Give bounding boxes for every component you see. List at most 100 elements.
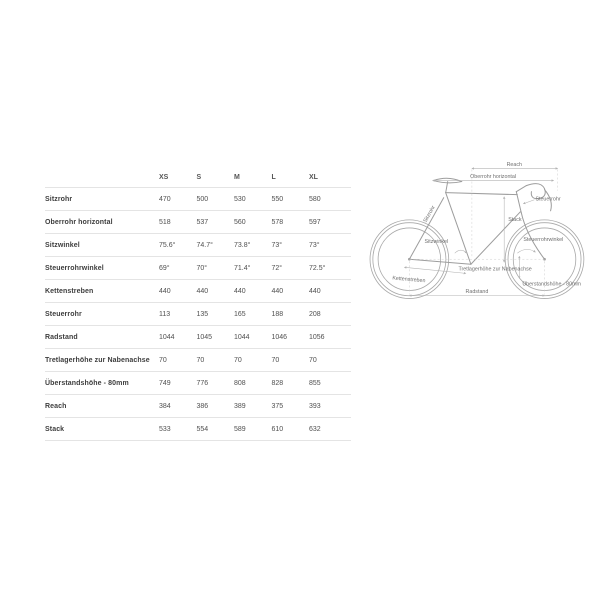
geometry-value: 393 [309, 402, 321, 410]
geometry-value: 530 [234, 195, 246, 203]
geometry-value: 632 [309, 425, 321, 433]
geometry-table: XS S M L XL Sitzrohr 470 500 530 550 580 Oberrohr … [45, 168, 351, 441]
geometry-value: 72° [271, 264, 283, 272]
row-label: Oberrohr horizontal [45, 218, 113, 226]
row-label: Steuerrohrwinkel [45, 264, 104, 272]
geometry-value: 500 [196, 195, 209, 203]
table-row: Steuerrohrwinkel 69° 70° 71.4° 72° 72.5° [45, 256, 351, 279]
geometry-value: 71.4° [234, 264, 251, 272]
geometry-value: 73° [309, 241, 320, 249]
geometry-value: 375 [271, 402, 284, 410]
geometry-value: 70 [159, 356, 167, 364]
bike-diagram-svg: Reach Oberrohr horizontal Sitzrohr Sitzw… [369, 162, 585, 299]
row-label: Kettenstreben [45, 287, 94, 295]
column-header: XS [159, 174, 169, 181]
geometry-value: 1056 [309, 333, 325, 341]
geometry-value: 1044 [159, 333, 175, 341]
geometry-value: 440 [196, 287, 209, 295]
row-label: Radstand [45, 333, 78, 341]
row-label: Steuerrohr [45, 310, 82, 318]
diagram-label-reach: Reach [507, 162, 522, 168]
diagram-label-ueberstandshoehe: Überstandshöhe - 80mm [522, 280, 581, 287]
geometry-value: 597 [309, 218, 321, 226]
column-header: M [234, 174, 240, 181]
geometry-value: 70 [309, 356, 317, 364]
geometry-value: 70 [271, 356, 280, 364]
geometry-value: 749 [159, 379, 171, 387]
diagram-label-stack: Stack [508, 217, 522, 223]
diagram-label-oberrohr: Oberrohr horizontal [470, 174, 516, 180]
geometry-value: 1044 [234, 333, 250, 341]
geometry-value: 533 [159, 425, 171, 433]
geometry-value: 808 [234, 379, 246, 387]
geometry-value: 208 [309, 310, 321, 318]
geometry-value: 589 [234, 425, 246, 433]
row-label: Tretlagerhöhe zur Nabenachse [45, 356, 150, 364]
column-header: S [196, 174, 202, 181]
diagram-label-steuerrohrwinkel: Steuerrohrwinkel [523, 237, 563, 243]
table-row: Stack 533 554 589 610 632 [45, 417, 351, 440]
diagram-label-kettenstreben: Kettenstreben [392, 275, 426, 284]
geometry-value: 75.6° [159, 241, 176, 249]
geometry-value: 610 [271, 425, 284, 433]
row-label: Sitzwinkel [45, 241, 80, 249]
column-header: XL [309, 174, 318, 181]
geometry-value: 70° [196, 264, 208, 272]
row-label: Überstandshöhe - 80mm [45, 379, 129, 387]
geometry-value: 554 [196, 425, 209, 433]
table-row: Überstandshöhe - 80mm 749 776 808 828 855 [45, 371, 351, 394]
geometry-value: 440 [234, 287, 246, 295]
table-row: Sitzwinkel 75.6° 74.7° 73.8° 73° 73° [45, 233, 351, 256]
table-row: Reach 384 386 389 375 393 [45, 394, 351, 417]
geometry-value: 855 [309, 379, 321, 387]
geometry-value: 470 [159, 195, 171, 203]
geometry-value: 578 [271, 218, 284, 226]
geometry-value: 389 [234, 402, 246, 410]
row-label: Reach [45, 402, 67, 410]
bike-frame-icon [408, 177, 552, 265]
geometry-value: 386 [196, 402, 209, 410]
geometry-value: 537 [196, 218, 209, 226]
geometry-value: 776 [196, 379, 209, 387]
geometry-value: 69° [159, 264, 170, 272]
table-row: Radstand 1044 1045 1044 1046 1056 [45, 325, 351, 348]
column-header: L [271, 174, 276, 181]
geometry-table-header: XS S M L XL [45, 168, 351, 187]
diagram-label-radstand: Radstand [466, 289, 489, 295]
geometry-value: 550 [271, 195, 284, 203]
diagram-label-steuerrohr: Steuerrohr [535, 197, 560, 203]
table-row: Sitzrohr 470 500 530 550 580 [45, 187, 351, 210]
geometry-value: 1045 [196, 333, 213, 341]
geometry-value: 113 [159, 310, 171, 318]
geometry-value: 74.7° [196, 241, 213, 249]
row-label: Sitzrohr [45, 195, 73, 203]
table-row: Kettenstreben 440 440 440 440 440 [45, 279, 351, 302]
geometry-value: 560 [234, 218, 246, 226]
geometry-value: 188 [271, 310, 284, 318]
geometry-value: 165 [234, 310, 246, 318]
geometry-value: 73° [271, 241, 283, 249]
geometry-value: 135 [196, 310, 209, 318]
geometry-value: 72.5° [309, 264, 326, 272]
geometry-value: 518 [159, 218, 171, 226]
dimension-lines [403, 167, 559, 297]
geometry-table-body: Sitzrohr 470 500 530 550 580 Oberrohr horizont… [45, 187, 351, 441]
diagram-label-sitzwinkel: Sitzwinkel [425, 239, 449, 245]
table-row: Oberrohr horizontal 518 537 560 578 597 [45, 210, 351, 233]
row-label: Stack [45, 425, 65, 433]
geometry-value: 70 [234, 356, 242, 364]
table-row: Tretlagerhöhe zur Nabenachse 70 70 70 70 70 [45, 348, 351, 371]
diagram-label-tretlagerhoehe: Tretlagerhöhe zur Nabenachse [458, 266, 531, 272]
geometry-value: 580 [309, 195, 321, 203]
bike-geometry-diagram: Reach Oberrohr horizontal Sitzrohr Sitzw… [366, 156, 600, 310]
geometry-value: 440 [271, 287, 284, 295]
geometry-value: 440 [309, 287, 321, 295]
geometry-value: 70 [196, 356, 205, 364]
table-row: Steuerrohr 113 135 165 188 208 [45, 302, 351, 325]
geometry-value: 828 [271, 379, 284, 387]
geometry-value: 440 [159, 287, 171, 295]
geometry-value: 1046 [271, 333, 288, 341]
geometry-value: 384 [159, 402, 171, 410]
geometry-value: 73.8° [234, 241, 251, 249]
